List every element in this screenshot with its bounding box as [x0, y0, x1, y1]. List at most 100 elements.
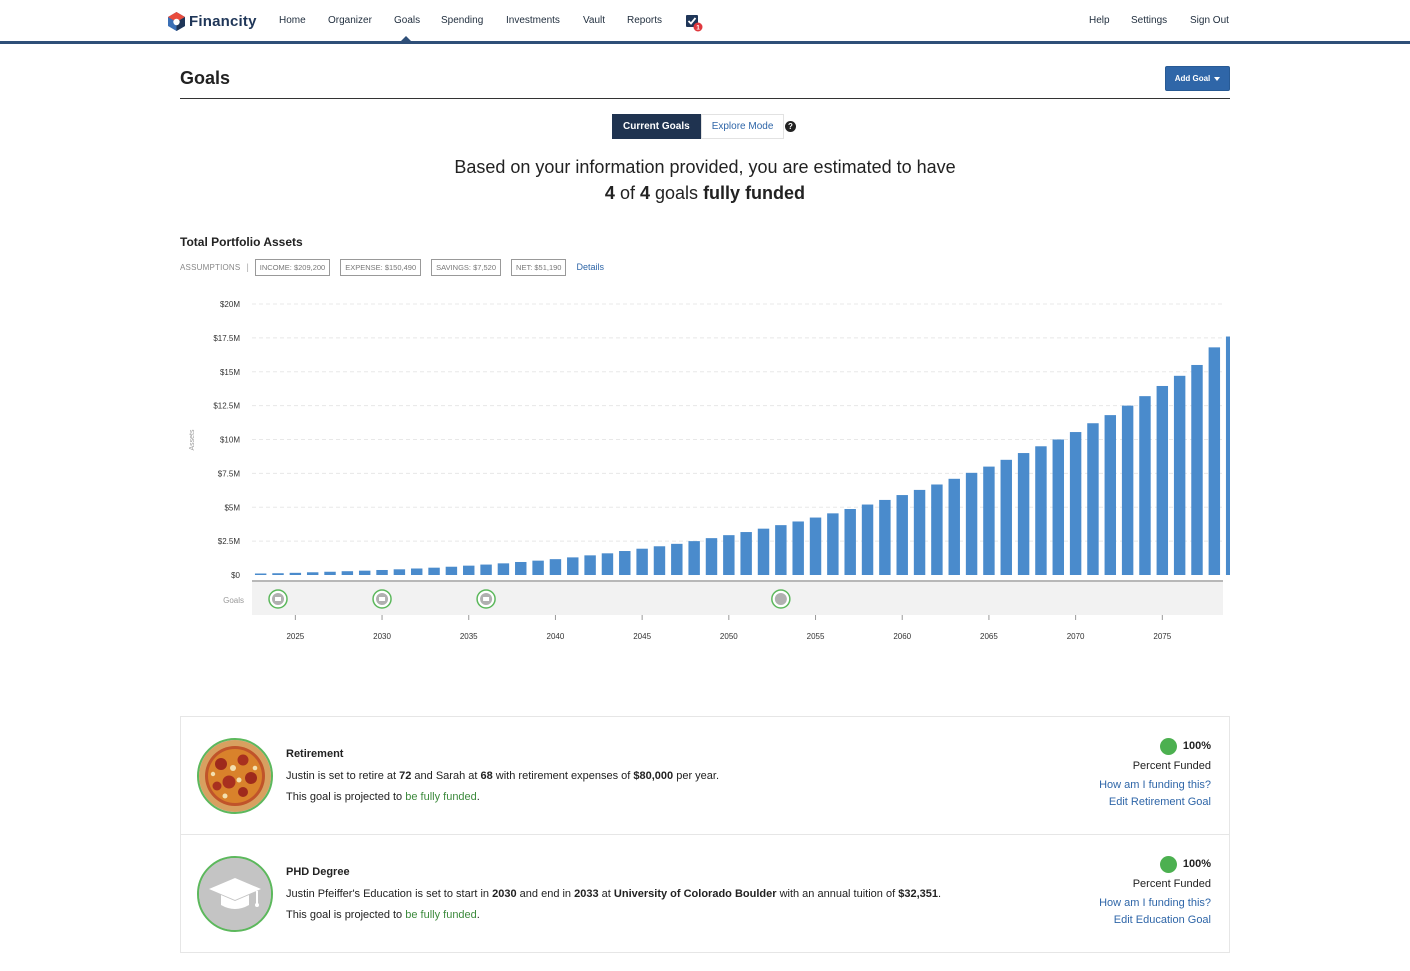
nav-home[interactable]: Home [279, 15, 306, 26]
goals-band [252, 582, 1223, 615]
y-tick-label: $12.5M [213, 402, 240, 411]
x-tick-label: 2030 [373, 632, 391, 641]
todo-checklist-icon[interactable]: 1 [685, 14, 703, 32]
chart-bar [861, 504, 874, 575]
chart-bar [1104, 415, 1117, 575]
chart-bar [653, 546, 666, 575]
pizza-photo-icon [199, 740, 271, 812]
x-tick-label: 2070 [1067, 632, 1085, 641]
chart-bar [619, 551, 631, 575]
chart-bar [411, 568, 423, 575]
x-tick-label: 2065 [980, 632, 998, 641]
nav-spending[interactable]: Spending [441, 15, 484, 26]
goal-card-phd-degree: PHD Degree Justin Pfeiffer's Education i… [181, 835, 1229, 953]
funded-count: 4 [604, 183, 615, 203]
funded-status-dot-icon [1159, 855, 1177, 873]
assumptions-details-link[interactable]: Details [576, 262, 604, 272]
nav-reports[interactable]: Reports [627, 15, 663, 26]
brand-logo[interactable]: Financity [168, 12, 257, 31]
goal-marker-icon [483, 597, 490, 601]
chart-bar [705, 538, 718, 575]
annual-tuition: $32,351 [898, 888, 938, 900]
x-tick-label: 2050 [720, 632, 738, 641]
nav-sign-out[interactable]: Sign Out [1190, 15, 1229, 26]
fully-funded-text: fully funded [703, 183, 806, 203]
education-end-year: 2033 [574, 888, 599, 900]
chart-bar [913, 489, 926, 575]
proj-text: This goal is projected to [286, 791, 403, 803]
edit-education-goal-link[interactable]: Edit Education Goal [1113, 914, 1211, 926]
chart-bar [306, 572, 319, 575]
active-nav-caret [400, 36, 412, 42]
y-tick-label: $2.5M [218, 537, 241, 546]
nav-vault[interactable]: Vault [583, 15, 606, 26]
fully-funded-status: be fully funded [405, 909, 477, 921]
nav-help[interactable]: Help [1089, 15, 1110, 26]
percent-funded-label: Percent Funded [1132, 760, 1211, 772]
y-tick-label: $10M [220, 436, 240, 445]
sarah-retire-age: 68 [480, 770, 493, 782]
chart-bar [1017, 453, 1030, 575]
how-funding-link[interactable]: How am I funding this? [1099, 779, 1211, 791]
chart-bar [792, 521, 804, 575]
chart-bar [1139, 396, 1151, 575]
chart-bar [636, 548, 648, 575]
desc-text: with retirement expenses of [495, 770, 631, 782]
chart-bar [515, 561, 527, 575]
goal-name: PHD Degree [286, 866, 350, 878]
savings-chip: SAVINGS: $7,520 [431, 258, 502, 276]
chart-bar [983, 466, 995, 575]
top-navbar: Financity Home Organizer Goals Spending … [0, 0, 1410, 44]
y-tick-label: $0 [231, 571, 240, 580]
chart-bar [428, 567, 440, 575]
x-tick-label: 2075 [1153, 632, 1171, 641]
summary-line-2: 4 of 4 goals fully funded [0, 183, 1410, 204]
proj-period: . [476, 909, 480, 921]
percent-funded-value: 100% [1182, 740, 1211, 752]
explore-mode-tab[interactable]: Explore Mode [700, 114, 785, 139]
expense-chip: EXPENSE: $150,490 [340, 258, 422, 276]
x-tick-label: 2060 [893, 632, 911, 641]
nav-goals[interactable]: Goals [394, 15, 421, 26]
percent-funded-label: Percent Funded [1132, 878, 1211, 890]
school-name: University of Colorado Boulder [613, 888, 777, 900]
chart-bar [757, 528, 770, 575]
desc-text: per year. [676, 770, 720, 782]
chart-bar [1208, 347, 1221, 575]
proj-text: This goal is projected to [286, 909, 403, 921]
percent-funded-value: 100% [1182, 858, 1211, 870]
todo-badge-count: 1 [696, 24, 700, 31]
chart-bar [896, 495, 908, 575]
x-tick-label: 2025 [286, 632, 304, 641]
help-question-icon[interactable]: ? [785, 121, 796, 132]
assumptions-bar: ASSUMPTIONS | INCOME: $209,200 EXPENSE: … [180, 258, 604, 276]
chart-bar [567, 557, 579, 575]
chart-bar [497, 563, 510, 575]
chart-bar [1225, 336, 1230, 575]
y-tick-label: $15M [220, 368, 240, 377]
assumptions-separator: | [246, 262, 249, 272]
x-tick-label: 2035 [460, 632, 478, 641]
desc-text: and Sarah at [414, 770, 478, 782]
how-funding-link[interactable]: How am I funding this? [1099, 897, 1211, 909]
x-tick-label: 2055 [807, 632, 825, 641]
chart-bar [1087, 423, 1099, 575]
goal-funding-panel: 100% Percent Funded How am I funding thi… [1041, 855, 1211, 926]
goals-text: goals [655, 183, 699, 203]
proj-period: . [476, 791, 480, 803]
chart-bar [549, 559, 562, 575]
nav-settings[interactable]: Settings [1131, 15, 1168, 26]
chart-bar [324, 571, 336, 575]
add-goal-button[interactable]: Add Goal [1165, 66, 1230, 91]
edit-retirement-goal-link[interactable]: Edit Retirement Goal [1108, 796, 1211, 808]
nav-investments[interactable]: Investments [506, 15, 560, 26]
desc-text: and end in [519, 888, 572, 900]
current-goals-tab[interactable]: Current Goals [612, 114, 701, 139]
chart-bar [1035, 446, 1047, 575]
goal-marker-icon [275, 597, 282, 601]
portfolio-title: Total Portfolio Assets [180, 235, 303, 249]
income-chip: INCOME: $209,200 [254, 258, 331, 276]
chart-bar [463, 565, 475, 575]
nav-organizer[interactable]: Organizer [328, 15, 372, 26]
fully-funded-status: be fully funded [405, 791, 477, 803]
